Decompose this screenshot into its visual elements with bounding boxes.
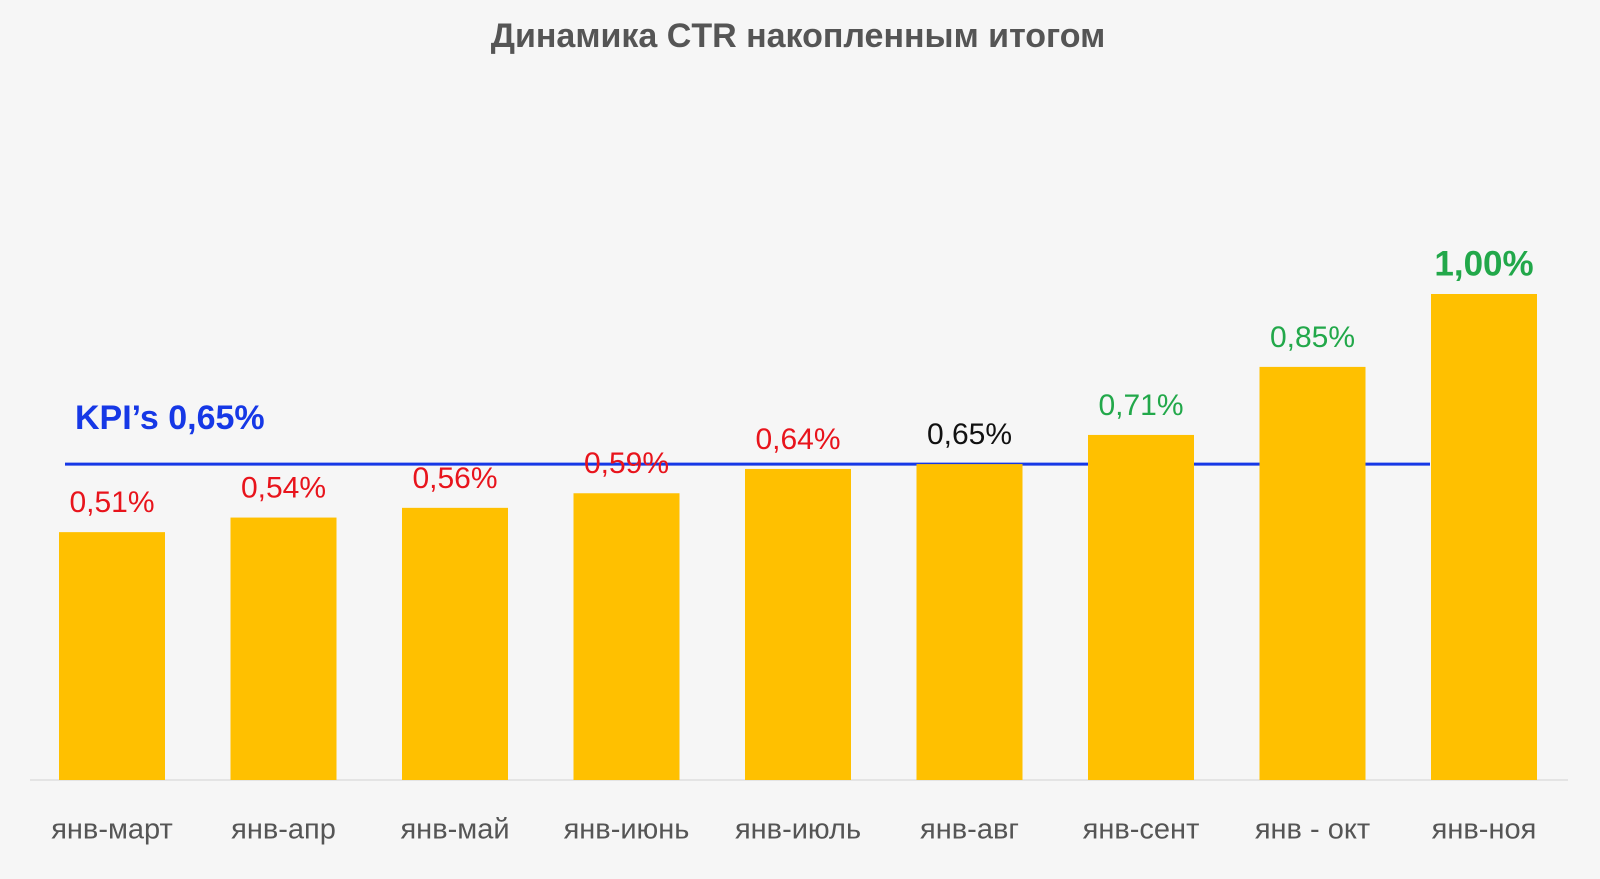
x-tick-label: янв-сент bbox=[1083, 814, 1200, 846]
bar bbox=[59, 532, 165, 780]
value-label: 0,65% bbox=[927, 418, 1012, 451]
x-tick-label: янв-апр bbox=[231, 814, 336, 846]
bar bbox=[1431, 294, 1537, 780]
bar bbox=[745, 468, 851, 780]
value-label: 0,59% bbox=[584, 447, 669, 480]
value-label: 0,54% bbox=[241, 471, 326, 504]
bar bbox=[573, 493, 680, 780]
x-tick-label: янв-июнь bbox=[564, 814, 690, 846]
bar bbox=[916, 464, 1023, 780]
x-tick-label: янв-март bbox=[51, 814, 173, 846]
bar bbox=[1088, 434, 1194, 780]
value-label: 0,71% bbox=[1098, 389, 1183, 422]
x-tick-label: янв-ноя bbox=[1432, 814, 1537, 846]
x-tick-label: янв-май bbox=[400, 814, 509, 846]
value-label: 0,56% bbox=[412, 462, 497, 495]
bar bbox=[402, 507, 508, 780]
x-tick-label: янв-авг bbox=[920, 814, 1019, 846]
chart-title: Динамика CTR накопленным итогом bbox=[491, 17, 1105, 55]
value-label: 0,64% bbox=[755, 423, 840, 456]
value-label: 1,00% bbox=[1434, 244, 1533, 283]
bar bbox=[1259, 366, 1366, 780]
x-tick-label: янв-июль bbox=[735, 814, 861, 846]
x-tick-label: янв - окт bbox=[1255, 814, 1370, 846]
bar bbox=[230, 517, 337, 780]
value-label: 0,85% bbox=[1270, 321, 1355, 354]
kpi-label: KPI’s 0,65% bbox=[75, 399, 265, 437]
value-label: 0,51% bbox=[69, 486, 154, 519]
